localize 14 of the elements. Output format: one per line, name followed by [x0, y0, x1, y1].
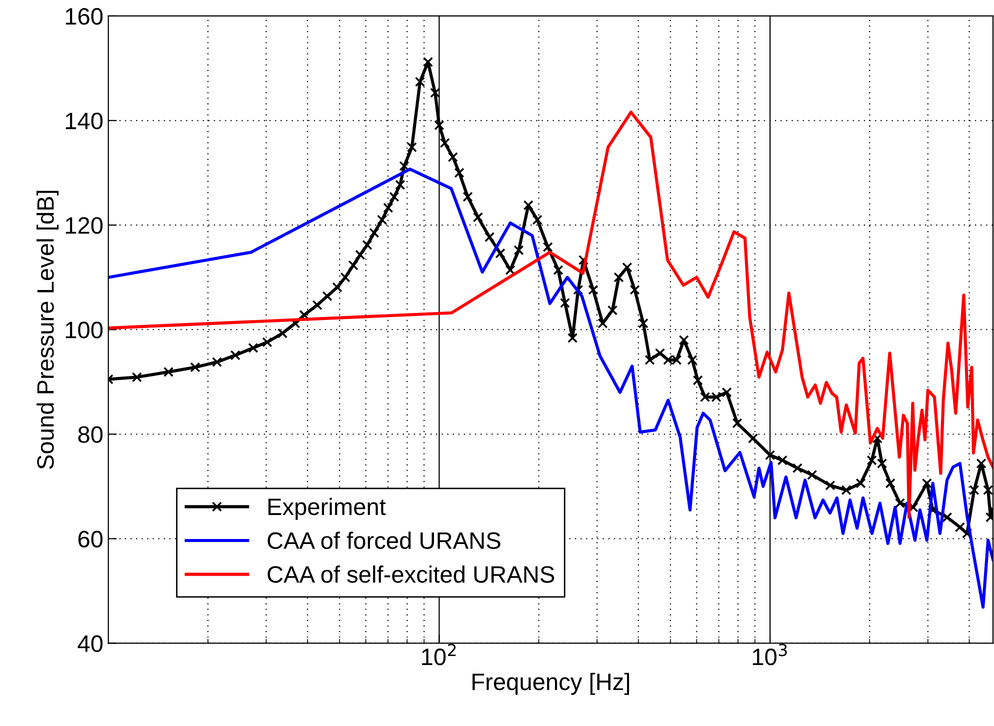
- y-axis-title: Sound Pressure Level [dB]: [36, 190, 59, 469]
- y-tick-label: 40: [78, 635, 103, 652]
- y-tick-label: 120: [66, 217, 103, 234]
- y-tick-label: 140: [66, 112, 103, 130]
- y-tick-label: 100: [66, 322, 103, 338]
- x-tick-label: 10$^{2}$: [422, 644, 456, 666]
- legend-label: CAA of self-excited URANS: [268, 565, 554, 583]
- x-tick-label: 10$^{3}$: [752, 644, 787, 666]
- legend-label: Experiment: [268, 498, 386, 520]
- y-tick-label: 60: [78, 530, 103, 548]
- legend-label: CAA of forced URANS: [268, 532, 500, 550]
- x-axis-title: Frequency [Hz]: [472, 672, 630, 695]
- y-tick-label: 80: [78, 426, 103, 443]
- y-tick-label: 160: [66, 8, 103, 25]
